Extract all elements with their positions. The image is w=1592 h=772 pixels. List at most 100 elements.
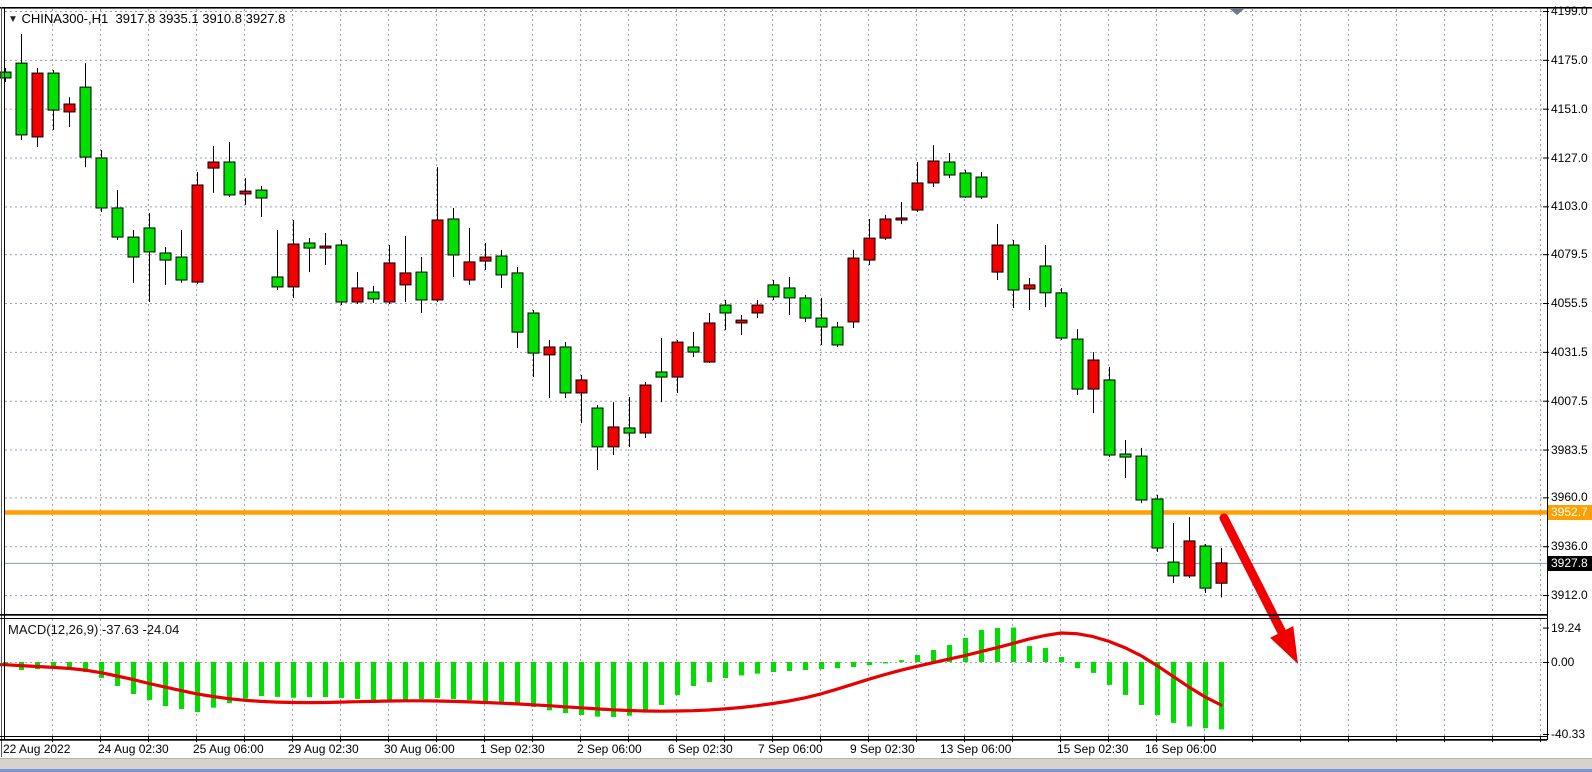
price-axis-label: 4151.0 — [1551, 101, 1588, 116]
macd-histogram-bar — [819, 662, 824, 669]
candle-bear — [831, 326, 844, 346]
candle-bear — [1071, 338, 1084, 390]
macd-histogram-bar — [83, 662, 88, 673]
candle-bull — [735, 319, 748, 324]
candle-bull — [911, 182, 924, 211]
candle-bear — [0, 71, 12, 79]
candle-bear — [47, 72, 60, 111]
price-axis-label: 4007.5 — [1551, 393, 1588, 408]
candle-bear — [1007, 244, 1020, 291]
candle-bull — [191, 184, 204, 283]
candle-bull — [607, 426, 620, 448]
time-axis-label: 22 Aug 2022 — [3, 742, 71, 756]
candle-bull — [63, 103, 76, 113]
symbol-dropdown-icon[interactable]: ▼ — [8, 14, 18, 25]
candle-bull — [31, 72, 44, 138]
candle-bull — [479, 256, 492, 262]
candle-bear — [1151, 498, 1164, 549]
candle-bear — [1039, 265, 1052, 294]
macd-histogram-bar — [115, 662, 120, 686]
time-axis-label: 7 Sep 06:00 — [758, 742, 823, 756]
price-axis-label: 4199.0 — [1551, 4, 1588, 18]
macd-histogram-bar — [547, 662, 552, 711]
candle-bull — [847, 257, 860, 323]
orange-level-price-badge[interactable]: 3952.7 — [1548, 505, 1592, 520]
time-axis-label: 16 Sep 06:00 — [1145, 742, 1217, 756]
candle-bear — [959, 172, 972, 198]
candle-bear — [623, 427, 636, 434]
macd-histogram-bar — [435, 662, 440, 698]
macd-indicator-label: MACD(12,26,9) -37.63 -24.04 — [8, 622, 180, 637]
trend-arrow-shaft[interactable] — [1219, 513, 1287, 637]
price-axis-label: 4175.0 — [1551, 52, 1588, 67]
candle-bull — [927, 160, 940, 184]
candle-bull — [239, 190, 252, 195]
macd-histogram-bar — [371, 662, 376, 700]
candle-bear — [943, 161, 956, 176]
macd-histogram-bar — [467, 662, 472, 700]
macd-histogram-bar — [979, 629, 984, 662]
macd-histogram-bar — [947, 644, 952, 662]
candle-bear — [159, 252, 172, 261]
time-axis-label: 13 Sep 06:00 — [940, 742, 1012, 756]
candle-bear — [143, 227, 156, 253]
macd-histogram-bar — [1075, 662, 1080, 669]
macd-histogram-bar — [771, 662, 776, 673]
macd-histogram-bar — [419, 662, 424, 700]
macd-histogram-bar — [339, 662, 344, 698]
candle-bull — [207, 161, 220, 169]
price-axis-label: 4055.5 — [1551, 296, 1588, 311]
macd-histogram-bar — [691, 662, 696, 686]
macd-histogram-bar — [1123, 662, 1128, 695]
macd-histogram-bar — [259, 662, 264, 697]
macd-histogram-bar — [307, 662, 312, 698]
candle-bull — [383, 262, 396, 303]
time-axis-label: 25 Aug 06:00 — [193, 742, 264, 756]
candle-bear — [415, 271, 428, 301]
scroll-to-end-marker-icon[interactable] — [1230, 9, 1244, 15]
candle-bear — [1135, 455, 1148, 501]
macd-histogram-bar — [739, 662, 744, 676]
macd-histogram-bar — [147, 662, 152, 700]
candle-bear — [655, 371, 668, 378]
window-bottom-frame — [0, 758, 1592, 772]
macd-histogram-bar — [1219, 662, 1224, 730]
price-axis-label: 3960.0 — [1551, 490, 1588, 505]
macd-histogram-bar — [611, 662, 616, 717]
macd-histogram-bar — [1171, 662, 1176, 723]
time-axis-label: 6 Sep 02:30 — [668, 742, 733, 756]
macd-histogram-bar — [643, 662, 648, 712]
macd-histogram-bar — [323, 662, 328, 698]
macd-signal-line — [0, 631, 1223, 713]
macd-histogram-bar — [595, 662, 600, 717]
candle-bear — [223, 161, 236, 196]
candle-bear — [559, 346, 572, 394]
macd-current-value: -37.63 — [101, 622, 139, 637]
macd-histogram-bar — [67, 662, 72, 669]
macd-histogram-bar — [899, 660, 904, 662]
candle-bear — [495, 255, 508, 276]
bid-price-badge: 3927.8 — [1548, 556, 1592, 571]
macd-histogram-bar — [499, 662, 504, 702]
macd-histogram-bar — [659, 662, 664, 705]
candle-bear — [1199, 545, 1212, 589]
symbol-name: CHINA300-,H1 — [21, 11, 109, 26]
candle-bear — [95, 157, 108, 209]
candle-bull — [639, 384, 652, 434]
candle-bear — [527, 312, 540, 354]
macd-histogram-bar — [1187, 662, 1192, 727]
macd-histogram-bar — [963, 638, 968, 662]
candle-bear — [271, 276, 284, 288]
price-axis-label: 3983.5 — [1551, 442, 1588, 457]
time-axis-label: 2 Sep 06:00 — [577, 742, 642, 756]
candle-bear — [719, 304, 732, 314]
macd-histogram-bar — [1091, 662, 1096, 673]
candle-bull — [895, 217, 908, 221]
macd-histogram-bar — [243, 662, 248, 699]
macd-histogram-bar — [163, 662, 168, 707]
trend-arrow-head[interactable] — [1270, 626, 1298, 664]
macd-histogram-bar — [3, 662, 8, 664]
candle-bull — [751, 304, 764, 314]
price-axis-label: 3936.0 — [1551, 539, 1588, 554]
